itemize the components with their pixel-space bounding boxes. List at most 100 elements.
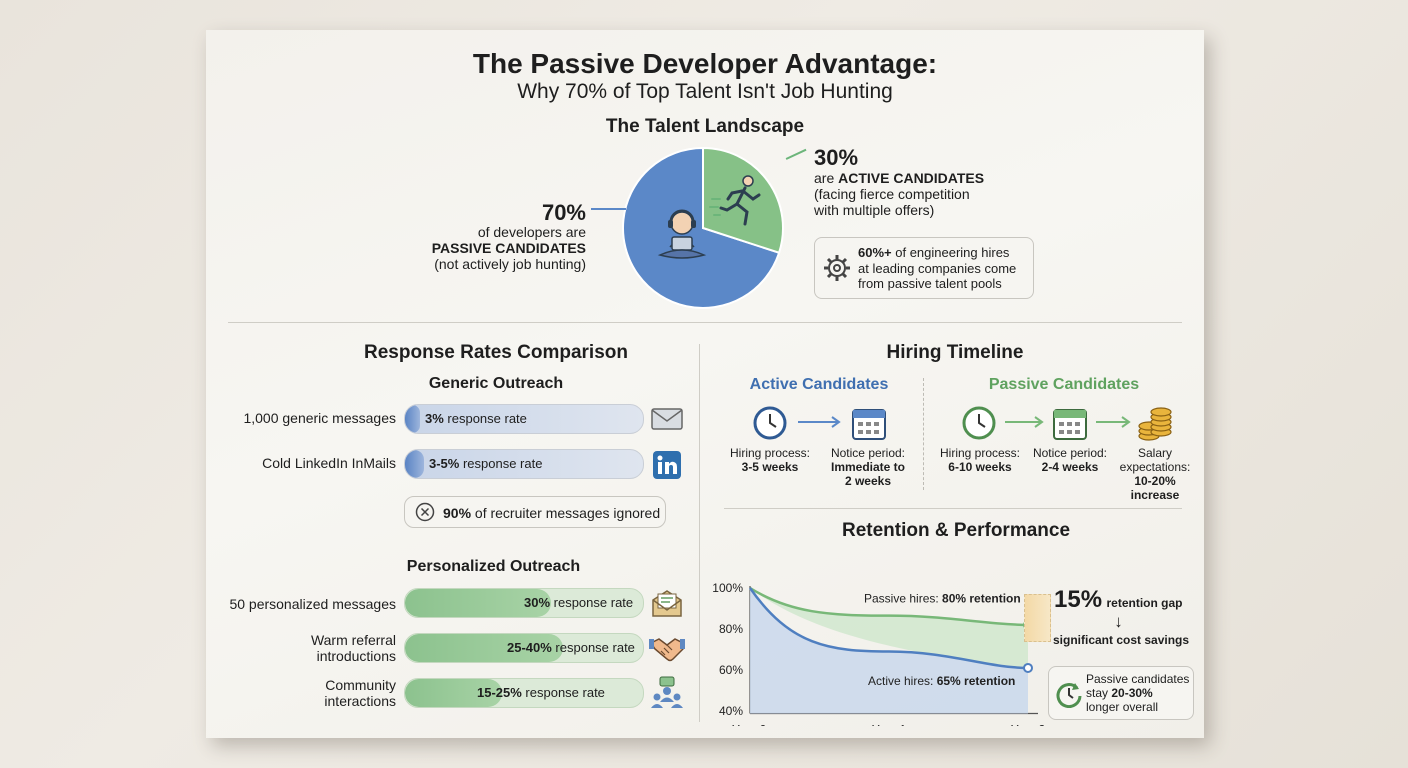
personal-row-3-label: Community interactions [206,677,396,709]
horizontal-divider [228,322,1182,323]
active-candidates-heading: Active Candidates [749,376,889,393]
personal-row-1-bar: 30% response rate [404,588,644,618]
active-line [748,587,1029,670]
calendar-icon [852,409,886,440]
open-envelope-icon [652,590,682,617]
active-step-2: Notice period: Immediate to 2 weeks [818,446,918,488]
passive-clock-icon [962,406,996,440]
active-step-2-label: Notice period: [830,446,906,460]
passive-line-3: (not actively job hunting) [434,256,586,272]
callout-text: 60%+ of engineering hires at leading com… [858,245,1016,292]
generic-row-2-bar: 3-5% response rate [404,449,644,479]
personal-row-2-bar: 25-40% response rate [404,633,644,663]
callout-line-1: 60%+ of engineering hires [858,245,1016,261]
y-tick-label: 40% [719,704,743,718]
passive-step-2: Notice period: 2-4 weeks [1020,446,1120,474]
community-icon [651,676,683,708]
callout-line-2: at leading companies come [858,260,1017,276]
active-step-2-value-2: 2 weeks [844,474,892,488]
gap-percentage: 15% [1054,586,1103,613]
passive-series-label: Passive hires: 80% retention [864,592,1021,606]
retention-gap-label: 15% retention gap [1054,586,1183,614]
active-leader-line [785,148,807,160]
passive-step-3: Salary expectations: 10-20% increase [1109,446,1201,502]
personalized-outreach-heading: Personalized Outreach [406,558,581,575]
personal-row-2-rate: response rate [551,640,635,655]
active-percentage: 30% [814,145,859,170]
passive-arrow-1-icon [1005,416,1044,428]
personal-row-1-text: 30% response rate [524,595,633,610]
active-line-1-pre: are [814,170,839,186]
y-tick-label: 80% [719,622,743,636]
timeline-dashed-divider [923,378,924,490]
x-tick-label: Year 2 [1011,723,1046,727]
ignored-text: 90% of recruiter messages ignored [443,505,660,521]
generic-outreach-heading: Generic Outreach [428,375,564,392]
personal-row-1-pct: 30% [524,595,551,610]
generic-row-1-text: 3% response rate [425,411,527,426]
personal-row-3-pct: 15-25% [477,685,522,700]
gap-arrow: ↓ [1114,612,1123,631]
passive-step-3-value-2: increase [1130,488,1180,502]
generic-row-1-bar: 3% response rate [404,404,644,434]
passive-step-1-label: Hiring process: [939,446,1021,460]
gap-text: retention gap [1106,596,1183,610]
clock-icon [753,406,787,440]
stay-line-1: Passive candidates [1086,672,1190,686]
passive-calendar-icon [1053,409,1087,440]
generic-row-2-pct: 3-5% [429,456,460,471]
x-tick-label: Year 0 [732,723,767,727]
talent-pie-chart [622,146,784,309]
personal-row-3-rate: response rate [521,685,605,700]
passive-step-1: Hiring process: 6-10 weeks [930,446,1030,474]
generic-row-2-text: 3-5% response rate [429,456,542,471]
pie-slice-active [702,146,784,254]
envelope-icon [651,408,683,430]
callout-line-1-text: of engineering hires [891,245,1010,260]
stay-bold: 20-30% [1111,686,1153,700]
stay-line-3: longer overall [1086,700,1159,714]
linkedin-icon [653,451,681,479]
stay-pre: stay [1086,686,1112,700]
passive-step-3-label-2: expectations: [1119,460,1191,474]
personal-row-3-label-1: Community [325,677,396,693]
passive-line-1: of developers are [477,224,586,240]
generic-row-1-rate: response rate [443,411,527,426]
passive-line [749,586,1029,627]
active-step-1-value: 3-5 weeks [741,460,799,474]
running-candidate-icon [709,175,761,226]
callout-bold: 60%+ [858,245,892,260]
active-step-2-value: Immediate to [830,460,905,474]
retention-heading: Retention & Performance [841,520,1071,541]
stay-longer-text: Passive candidates stay 20-30% longer ov… [1086,672,1189,714]
personal-row-1-fill [405,589,551,617]
arrow-right-icon [798,416,841,428]
personal-row-3-fill [405,679,503,707]
personal-row-2-pct: 25-40% [507,640,552,655]
personal-row-2-label-2: introductions [316,648,396,664]
refresh-clock-icon [1056,683,1082,708]
passive-step-3-value: 10-20% [1134,474,1176,488]
passive-area [750,588,1028,668]
vertical-divider [699,344,700,722]
handshake-icon [649,638,685,662]
talent-landscape-heading: The Talent Landscape [605,116,805,137]
y-tick-label: 100% [712,581,743,595]
personal-row-2-text: 25-40% response rate [507,640,635,655]
hiring-timeline-heading: Hiring Timeline [886,342,1024,363]
pie-slice-passive [622,146,781,309]
ignored-messages-callout: 90% of recruiter messages ignored [404,496,666,528]
generic-row-2-label: Cold LinkedIn InMails [262,455,396,471]
passive-step-2-label: Notice period: [1032,446,1108,460]
active-end-point [1023,662,1033,673]
passive-hires-callout: 60%+ of engineering hires at leading com… [814,237,1034,299]
page-title: The Passive Developer Advantage: [472,48,938,79]
active-line-3: with multiple offers) [814,202,935,218]
personal-row-1-label: 50 personalized messages [206,596,396,612]
page-subtitle: Why 70% of Top Talent Isn't Job Hunting [517,80,893,103]
active-series-label: Active hires: 65% retention [868,674,1015,688]
passive-step-3-label: Salary [1137,446,1172,460]
active-step-1: Hiring process: 3-5 weeks [720,446,820,474]
callout-line-3: from passive talent pools [858,276,1002,291]
gear-icon [824,255,850,281]
